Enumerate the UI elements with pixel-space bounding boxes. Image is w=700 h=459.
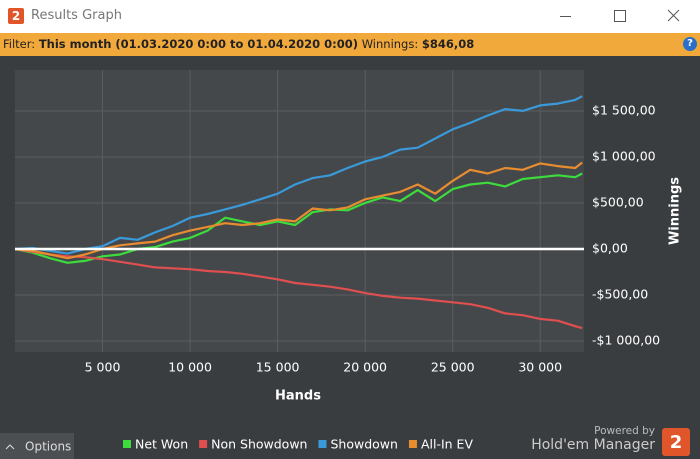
- options-background: [0, 433, 74, 459]
- maximize-button[interactable]: [614, 10, 626, 22]
- winnings-label: Winnings:: [361, 37, 419, 51]
- y-tick-label: -$1 000,00: [592, 332, 660, 347]
- filter-bar: Filter: This month (01.03.2020 0:00 to 0…: [0, 33, 700, 56]
- options-button[interactable]: Options: [0, 433, 74, 459]
- x-tick-label: 25 000: [431, 360, 475, 375]
- x-tick-label: 30 000: [518, 360, 562, 375]
- powered-by: Powered by: [594, 425, 655, 437]
- series-line: [14, 161, 583, 260]
- legend-swatch: [123, 440, 131, 448]
- x-tick-label: 5 000: [85, 360, 121, 375]
- y-tick-label: -$500,00: [592, 286, 648, 301]
- y-tick-label: $1 000,00: [592, 148, 656, 163]
- filter-value: This month (01.03.2020 0:00 to 01.04.202…: [38, 37, 359, 51]
- legend-swatch: [199, 440, 208, 448]
- y-tick-label: $500,00: [592, 194, 644, 209]
- plot-area: [15, 70, 584, 352]
- legend-label: Non Showdown: [211, 437, 307, 452]
- x-tick-label: 10 000: [168, 360, 212, 375]
- chart: Hands Winnings Options Powered by Hold'e…: [0, 70, 690, 459]
- brand-name: Hold'em Manager: [531, 437, 655, 453]
- window-title: Results Graph: [31, 8, 122, 23]
- y-tick-label: $0,00: [592, 240, 628, 255]
- options-caret: [5, 444, 15, 450]
- legend-label: Net Won: [135, 437, 188, 452]
- legend-label: All-In EV: [421, 437, 473, 452]
- app-icon: 2: [8, 8, 24, 24]
- series-line: [14, 95, 583, 255]
- legend-swatch: [318, 440, 327, 448]
- brand-logo: [662, 428, 690, 456]
- winnings-value: $846,08: [421, 37, 475, 51]
- y-axis-label: Winnings: [668, 177, 683, 245]
- legend-swatch: [408, 440, 417, 448]
- options-label: Options: [25, 440, 71, 454]
- x-tick-label: 20 000: [343, 360, 387, 375]
- legend-label: Showdown: [330, 437, 397, 452]
- close-button[interactable]: [667, 9, 680, 22]
- legend: Net Won Non Showdown Showdown All-In EV: [123, 437, 473, 452]
- y-tick-label: $1 500,00: [592, 102, 656, 117]
- x-tick-label: 15 000: [256, 360, 300, 375]
- help-button[interactable]: ?: [683, 37, 697, 51]
- x-axis-label: Hands: [275, 389, 321, 404]
- series-line: [14, 247, 583, 330]
- window-controls: [560, 9, 680, 22]
- filter-label: Filter:: [3, 37, 36, 51]
- title-bar: 2 Results Graph: [0, 0, 700, 33]
- series-line: [14, 172, 583, 264]
- brand-logo-text: 2: [670, 432, 683, 453]
